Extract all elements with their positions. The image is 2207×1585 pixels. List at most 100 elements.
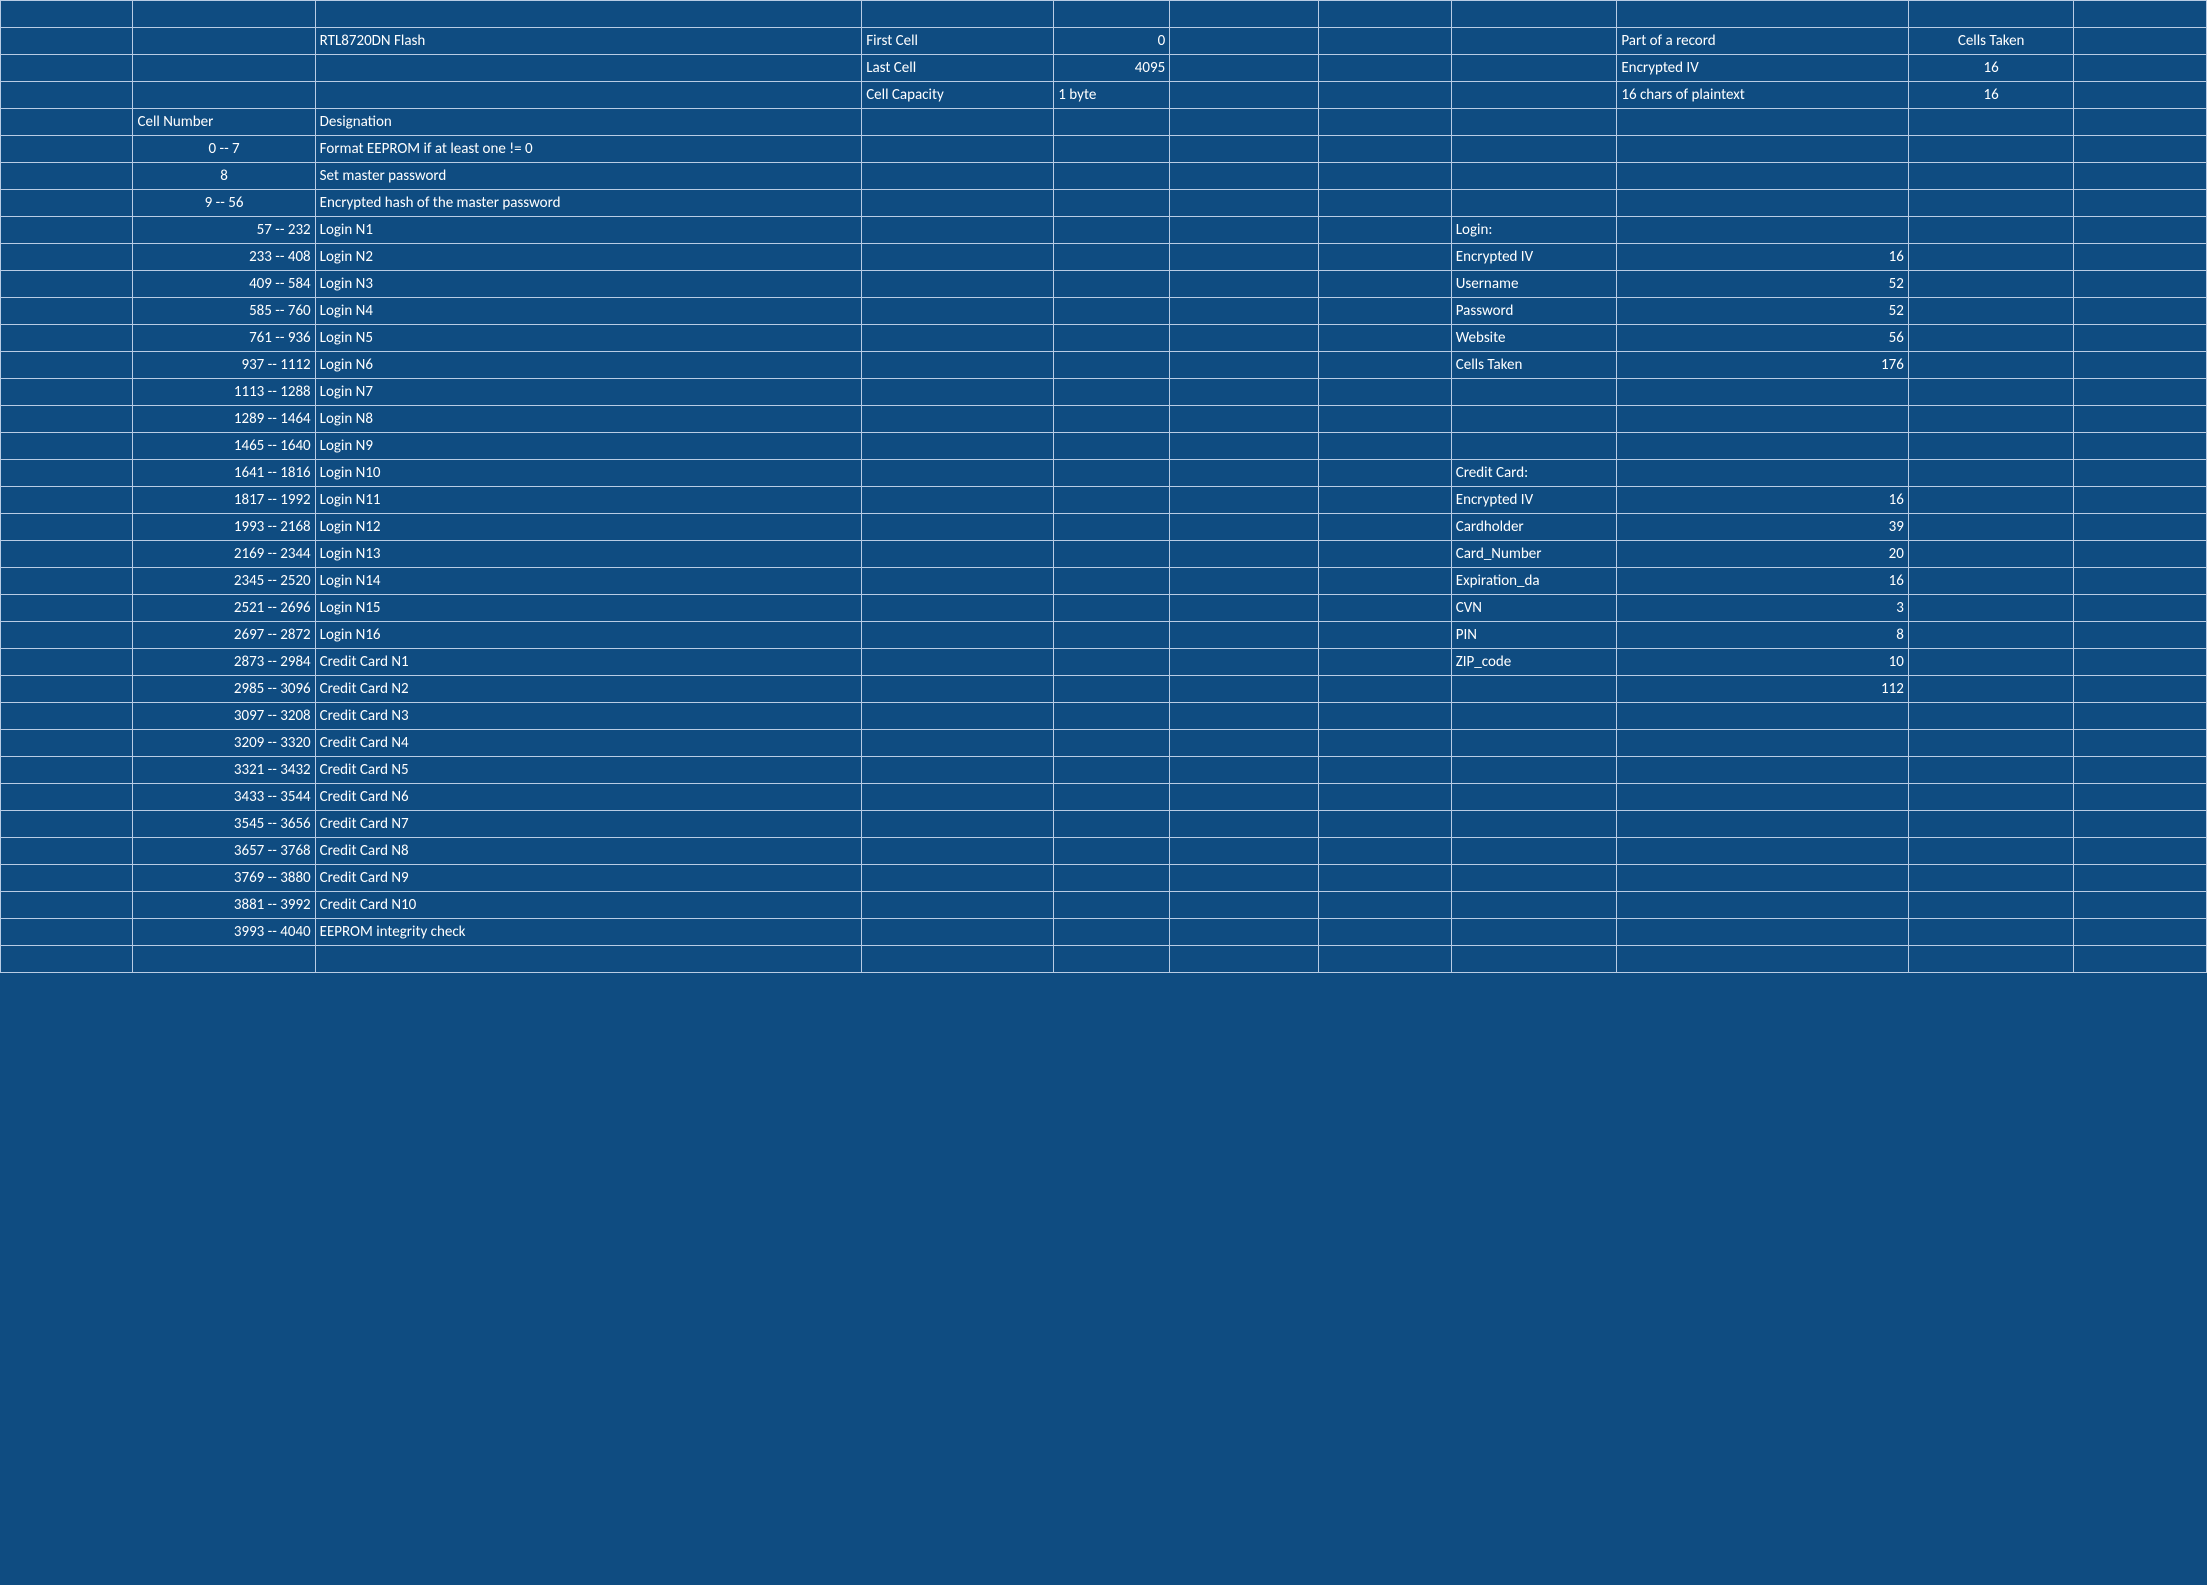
cell-B25[interactable]: 2873 -- 2984 xyxy=(133,649,315,676)
cell-F20[interactable] xyxy=(1170,514,1319,541)
cell-J4[interactable]: 16 xyxy=(1908,82,2074,109)
cell-D22[interactable] xyxy=(862,568,1054,595)
cell-K23[interactable] xyxy=(2074,595,2207,622)
cell-K5[interactable] xyxy=(2074,109,2207,136)
cell-E14[interactable] xyxy=(1054,352,1170,379)
cell-K1[interactable] xyxy=(2074,1,2207,28)
cell-B29[interactable]: 3321 -- 3432 xyxy=(133,757,315,784)
cell-G2[interactable] xyxy=(1319,28,1451,55)
cell-A26[interactable] xyxy=(1,676,133,703)
cell-D3[interactable]: Last Cell xyxy=(862,55,1054,82)
cell-A32[interactable] xyxy=(1,838,133,865)
cell-B13[interactable]: 761 -- 936 xyxy=(133,325,315,352)
cell-K16[interactable] xyxy=(2074,406,2207,433)
cell-A14[interactable] xyxy=(1,352,133,379)
cell-D23[interactable] xyxy=(862,595,1054,622)
cell-D7[interactable] xyxy=(862,163,1054,190)
cell-C30[interactable]: Credit Card N6 xyxy=(315,784,862,811)
cell-C7[interactable]: Set master password xyxy=(315,163,862,190)
cell-G28[interactable] xyxy=(1319,730,1451,757)
cell-G11[interactable] xyxy=(1319,271,1451,298)
cell-H4[interactable] xyxy=(1451,82,1617,109)
cell-C8[interactable]: Encrypted hash of the master password xyxy=(315,190,862,217)
cell-A7[interactable] xyxy=(1,163,133,190)
cell-B9[interactable]: 57 -- 232 xyxy=(133,217,315,244)
cell-C23[interactable]: Login N15 xyxy=(315,595,862,622)
cell-J2[interactable]: Cells Taken xyxy=(1908,28,2074,55)
cell-K34[interactable] xyxy=(2074,892,2207,919)
cell-A36[interactable] xyxy=(1,946,133,973)
cell-F16[interactable] xyxy=(1170,406,1319,433)
cell-H15[interactable] xyxy=(1451,379,1617,406)
cell-K4[interactable] xyxy=(2074,82,2207,109)
cell-C28[interactable]: Credit Card N4 xyxy=(315,730,862,757)
cell-D9[interactable] xyxy=(862,217,1054,244)
cell-E2[interactable]: 0 xyxy=(1054,28,1170,55)
cell-J27[interactable] xyxy=(1908,703,2074,730)
cell-G29[interactable] xyxy=(1319,757,1451,784)
cell-C33[interactable]: Credit Card N9 xyxy=(315,865,862,892)
cell-G25[interactable] xyxy=(1319,649,1451,676)
cell-A30[interactable] xyxy=(1,784,133,811)
cell-D8[interactable] xyxy=(862,190,1054,217)
cell-H1[interactable] xyxy=(1451,1,1617,28)
cell-F7[interactable] xyxy=(1170,163,1319,190)
cell-J34[interactable] xyxy=(1908,892,2074,919)
cell-J22[interactable] xyxy=(1908,568,2074,595)
cell-J26[interactable] xyxy=(1908,676,2074,703)
cell-G15[interactable] xyxy=(1319,379,1451,406)
cell-G8[interactable] xyxy=(1319,190,1451,217)
cell-F23[interactable] xyxy=(1170,595,1319,622)
cell-E5[interactable] xyxy=(1054,109,1170,136)
cell-J25[interactable] xyxy=(1908,649,2074,676)
cell-I27[interactable] xyxy=(1617,703,1908,730)
cell-F31[interactable] xyxy=(1170,811,1319,838)
cell-A25[interactable] xyxy=(1,649,133,676)
cell-B31[interactable]: 3545 -- 3656 xyxy=(133,811,315,838)
cell-A11[interactable] xyxy=(1,271,133,298)
cell-F15[interactable] xyxy=(1170,379,1319,406)
cell-E29[interactable] xyxy=(1054,757,1170,784)
cell-K15[interactable] xyxy=(2074,379,2207,406)
cell-I29[interactable] xyxy=(1617,757,1908,784)
cell-F14[interactable] xyxy=(1170,352,1319,379)
cell-C26[interactable]: Credit Card N2 xyxy=(315,676,862,703)
cell-D11[interactable] xyxy=(862,271,1054,298)
cell-K14[interactable] xyxy=(2074,352,2207,379)
cell-J17[interactable] xyxy=(1908,433,2074,460)
cell-I5[interactable] xyxy=(1617,109,1908,136)
cell-I1[interactable] xyxy=(1617,1,1908,28)
cell-E13[interactable] xyxy=(1054,325,1170,352)
cell-A16[interactable] xyxy=(1,406,133,433)
cell-D28[interactable] xyxy=(862,730,1054,757)
cell-B1[interactable] xyxy=(133,1,315,28)
cell-K29[interactable] xyxy=(2074,757,2207,784)
cell-H25[interactable]: ZIP_code xyxy=(1451,649,1617,676)
cell-I28[interactable] xyxy=(1617,730,1908,757)
cell-J1[interactable] xyxy=(1908,1,2074,28)
cell-C11[interactable]: Login N3 xyxy=(315,271,862,298)
cell-K11[interactable] xyxy=(2074,271,2207,298)
cell-K19[interactable] xyxy=(2074,487,2207,514)
cell-D31[interactable] xyxy=(862,811,1054,838)
cell-D18[interactable] xyxy=(862,460,1054,487)
cell-D12[interactable] xyxy=(862,298,1054,325)
cell-B34[interactable]: 3881 -- 3992 xyxy=(133,892,315,919)
cell-J24[interactable] xyxy=(1908,622,2074,649)
cell-I20[interactable]: 39 xyxy=(1617,514,1908,541)
cell-F9[interactable] xyxy=(1170,217,1319,244)
cell-E27[interactable] xyxy=(1054,703,1170,730)
cell-I18[interactable] xyxy=(1617,460,1908,487)
cell-K12[interactable] xyxy=(2074,298,2207,325)
cell-E11[interactable] xyxy=(1054,271,1170,298)
cell-I22[interactable]: 16 xyxy=(1617,568,1908,595)
cell-G4[interactable] xyxy=(1319,82,1451,109)
cell-F6[interactable] xyxy=(1170,136,1319,163)
cell-G6[interactable] xyxy=(1319,136,1451,163)
cell-J23[interactable] xyxy=(1908,595,2074,622)
cell-C9[interactable]: Login N1 xyxy=(315,217,862,244)
cell-D34[interactable] xyxy=(862,892,1054,919)
cell-H34[interactable] xyxy=(1451,892,1617,919)
cell-A15[interactable] xyxy=(1,379,133,406)
cell-E6[interactable] xyxy=(1054,136,1170,163)
